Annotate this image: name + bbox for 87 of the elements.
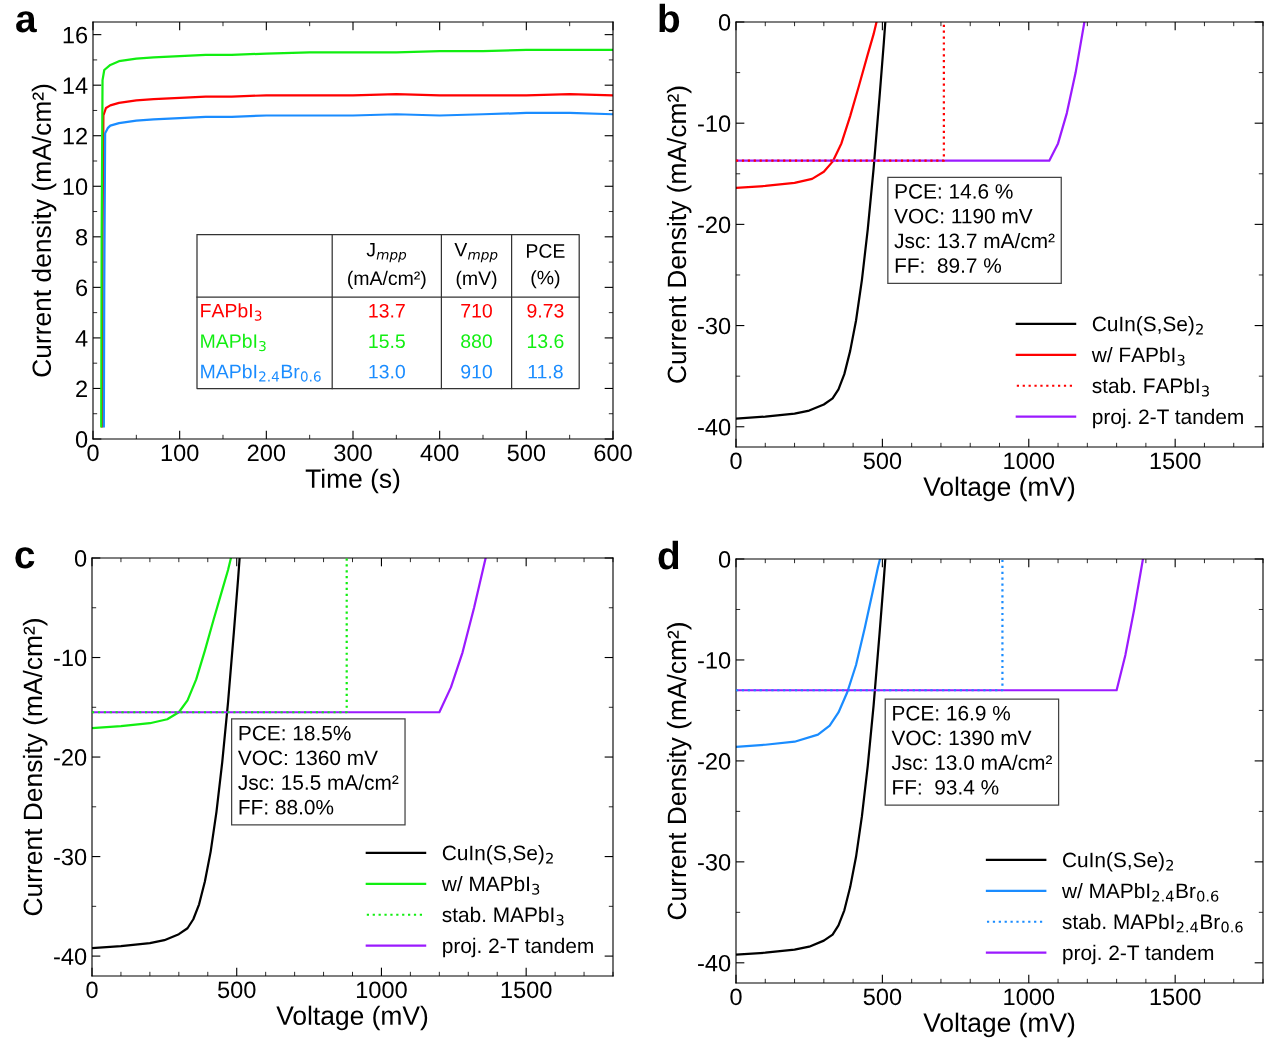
chart-title: b (659, 3, 680, 33)
x-axis-title: Time (s) (305, 468, 400, 494)
x-tick-label: 0 (87, 444, 99, 462)
y-tick-label: 2 (76, 380, 87, 398)
y-tick-label: 0 (718, 14, 731, 31)
y-tick-label: -40 (54, 948, 87, 965)
y-tick-label: 0 (74, 550, 87, 567)
line-series (736, 559, 1145, 692)
y-tick-label: 0 (75, 431, 88, 448)
y-tick-label: -30 (698, 853, 731, 871)
x-axis-title: Voltage (mV) (276, 1005, 428, 1031)
annotation: FAPbI$_{3}$ (201, 303, 262, 321)
x-tick-label: 1500 (1150, 988, 1201, 1006)
x-tick-label: 100 (161, 444, 199, 462)
annotation: MAPbI$_{2.4}$Br$_{0.6}$ (201, 364, 321, 382)
y-tick-label: 16 (63, 26, 88, 44)
y-tick-label: 10 (63, 178, 88, 196)
x-tick-label: 0 (730, 988, 742, 1006)
legend-label: w/ FAPbI$_{3}$ (1091, 346, 1185, 366)
legend-label: stab. MAPbI$_{3}$ (442, 906, 564, 926)
legend-label: proj. 2-T tandem (443, 937, 593, 958)
y-tick-label: -40 (698, 418, 731, 436)
legend-label: proj. 2-T tandem (1063, 944, 1214, 965)
y-tick-label: -20 (698, 216, 731, 234)
y-tick-label: -20 (698, 752, 731, 770)
annotation: 710 (461, 303, 492, 318)
y-tick-label: 12 (63, 127, 87, 145)
x-tick-label: 200 (247, 444, 286, 462)
x-tick-label: 1000 (356, 981, 407, 999)
legend-label: w/ MAPbI$_{2.4}$Br$_{0.6}$ (1061, 882, 1219, 902)
x-tick-label: 0 (730, 452, 742, 470)
legend-label: stab. MAPbI$_{2.4}$Br$_{0.6}$ (1062, 913, 1243, 933)
x-tick-label: 400 (420, 444, 459, 462)
chart-title: a (16, 11, 37, 33)
x-tick-label: 1000 (1004, 988, 1055, 1006)
legend-label: stab. FAPbI$_{3}$ (1092, 377, 1209, 397)
chart-title: c (15, 547, 35, 569)
line-series (736, 22, 1086, 162)
y-tick-label: 14 (63, 77, 88, 94)
x-tick-label: 1500 (501, 981, 552, 999)
annotation: V$_{mpp}$ (mV) (454, 242, 498, 289)
y-tick-label: -10 (54, 649, 87, 667)
x-axis-title: Voltage (mV) (923, 1012, 1075, 1038)
legend-label: CuIn(S,Se)$_{2}$ (442, 845, 553, 865)
x-tick-label: 500 (863, 988, 902, 1006)
annotation: 880 (461, 334, 492, 349)
annotation: PCE: 14.6 % VOC: 1190 mV Jsc: 13.7 mA/cm² FF: 89.7 % (894, 184, 1055, 273)
annotation: PCE (%) (527, 244, 565, 289)
legend-label: CuIn(S,Se)$_{2}$ (1063, 852, 1174, 872)
annotation: 13.0 (369, 364, 405, 379)
annotation: 15.5 (369, 334, 405, 349)
y-tick-label: -10 (698, 115, 731, 132)
y-tick-label: -40 (698, 954, 731, 972)
y-tick-label: 8 (76, 228, 88, 246)
annotation: 11.8 (528, 364, 563, 379)
annotation: 9.73 (527, 303, 564, 318)
annotation: 13.6 (527, 334, 564, 349)
legend-label: CuIn(S,Se)$_{2}$ (1092, 316, 1203, 336)
annotation: PCE: 18.5% VOC: 1360 mV Jsc: 15.5 mA/cm² FF: 88.0% (237, 725, 399, 815)
line-series (92, 558, 487, 714)
chart-title: d (658, 540, 679, 570)
annotation: MAPbI$_{3}$ (201, 333, 266, 352)
annotation: J$_{mpp}$ (mA/cm²) (348, 242, 426, 289)
x-tick-label: 500 (217, 981, 256, 999)
y-axis-title: Current Density (mA/cm²) (22, 619, 48, 916)
y-tick-label: -20 (54, 749, 87, 766)
x-tick-label: 600 (594, 444, 632, 462)
x-tick-label: 1500 (1150, 452, 1201, 470)
y-axis-title: Current density (mA/cm²) (31, 84, 57, 377)
y-axis-title: Current Density (mA/cm²) (666, 86, 692, 383)
annotation: 13.7 (369, 303, 405, 318)
x-axis-title: Voltage (mV) (923, 476, 1075, 502)
y-axis-title: Current Density (mA/cm²) (666, 623, 692, 920)
y-tick-label: 0 (718, 551, 731, 568)
x-tick-label: 500 (507, 444, 546, 462)
y-tick-label: -10 (698, 652, 731, 669)
annotation: 910 (461, 364, 492, 379)
x-tick-label: 1000 (1004, 452, 1055, 470)
x-tick-label: 300 (334, 444, 372, 462)
y-tick-label: -30 (698, 317, 731, 335)
y-tick-label: 6 (76, 279, 88, 297)
y-tick-label: 4 (75, 330, 88, 347)
annotation: PCE: 16.9 % VOC: 1390 mV Jsc: 13.0 mA/cm² FF: 93.4 % (891, 705, 1052, 795)
legend-label: w/ MAPbI$_{3}$ (441, 875, 540, 895)
y-tick-label: -30 (54, 848, 87, 866)
x-tick-label: 500 (863, 452, 902, 470)
legend-label: proj. 2-T tandem (1093, 408, 1243, 429)
